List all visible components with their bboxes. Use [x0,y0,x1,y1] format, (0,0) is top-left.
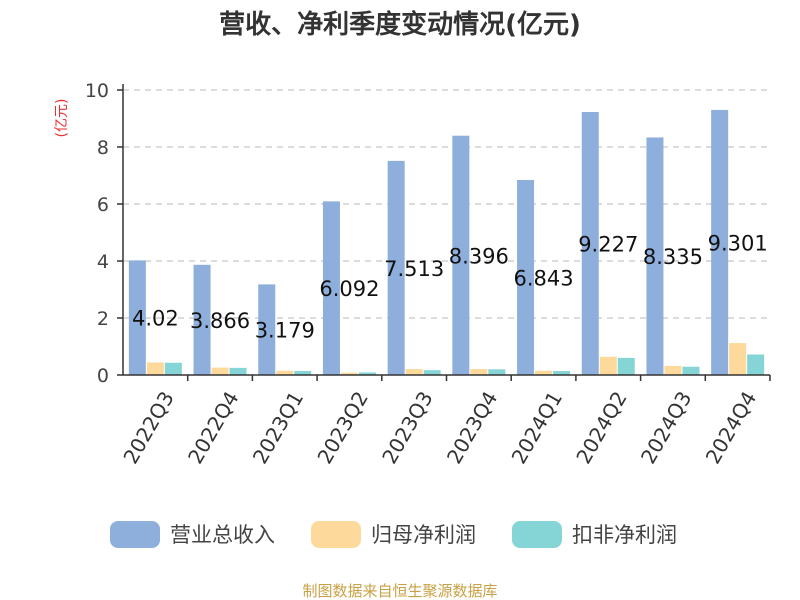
bar-3 [358,372,376,375]
bar-3 [294,371,312,375]
data-label: 9.227 [578,233,638,257]
legend-swatch [512,521,562,548]
legend-label: 归母净利润 [371,523,476,547]
y-tick-label: 2 [97,308,109,330]
bar-3 [747,354,765,375]
bar-3 [682,366,700,375]
bar-1 [193,264,211,375]
bar-3 [617,357,635,375]
x-tick-label: 2024Q2 [571,387,631,468]
x-tick-label: 2023Q2 [312,387,372,468]
bar-1 [387,160,405,375]
bar-2 [535,370,553,375]
bar-1 [646,137,664,375]
data-labels: 4.02 3.866 3.1796.0927.5138.3966.8439.2278… [132,231,768,342]
bar-2 [276,370,294,375]
y-tick-label: 0 [97,365,109,387]
legend-swatch [311,521,361,548]
bar-2 [211,367,229,375]
bar-2 [599,356,617,375]
x-tick-label: 2024Q3 [636,387,696,468]
bar-3 [423,370,441,375]
y-tick-label: 6 [97,194,109,216]
x-tick-label: 2024Q1 [507,387,567,468]
data-label: 8.335 [643,245,703,269]
bars [128,109,765,375]
data-label: 7.513 [384,257,444,281]
chart-title: 营收、净利季度变动情况(亿元) [219,9,581,40]
bar-3 [488,369,506,375]
x-tick-labels: 2022Q3 2022Q4 2023Q1 2023Q2 2023Q3 2023Q4 2024… [118,387,761,468]
y-tick-labels: 0 2 4 6 8 10 [85,80,109,387]
bar-1 [452,135,470,375]
axes [117,84,771,381]
x-tick-label: 2023Q4 [442,387,502,468]
bar-3 [553,371,571,375]
bar-2 [340,372,358,375]
x-tick-label: 2024Q4 [701,387,761,468]
data-source: 制图数据来自恒生聚源数据库 [302,582,497,600]
grid-lines [123,89,770,319]
bar-1 [581,112,599,375]
legend-label: 扣非净利润 [572,523,677,547]
data-label: 8.396 [449,244,509,268]
x-tick-label: 2023Q3 [377,387,437,468]
y-tick-label: 4 [97,251,109,273]
bar-2 [470,369,488,375]
data-label: 9.301 [708,231,768,255]
legend: 营业总收入 归母净利润 扣非净利润 [110,521,677,548]
y-tick-label: 8 [97,137,109,159]
x-tick-label: 2022Q3 [118,387,178,468]
bar-1 [711,109,729,375]
x-tick-label: 2023Q1 [248,387,308,468]
y-axis-unit: (亿元) [54,99,70,138]
data-label: 3.179 [255,319,315,343]
bar-2 [405,369,423,375]
bar-3 [164,362,182,375]
bar-1 [517,179,535,375]
data-label: 4.02 [132,307,179,331]
x-tick-label: 2022Q4 [183,387,243,468]
bar-1 [322,201,340,375]
data-label: 6.092 [319,277,379,301]
data-label: 6.843 [513,266,573,290]
bar-2 [664,365,682,375]
bar-3 [229,367,247,375]
bar-1 [258,284,276,375]
y-tick-label: 10 [85,80,109,102]
bar-2 [146,362,164,375]
legend-swatch [110,521,160,548]
data-label: 3.866 [190,309,250,333]
legend-label: 营业总收入 [170,523,275,547]
bar-1 [128,260,146,375]
bar-2 [729,343,747,375]
